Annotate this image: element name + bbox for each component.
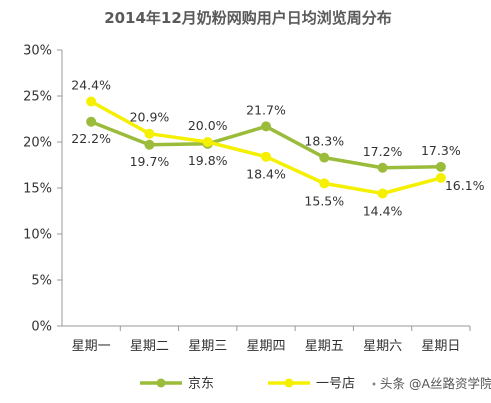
data-label: 17.3%	[421, 143, 461, 158]
series-layer: 22.2%19.7% 19.8%21.7%18.3%17.2% 17.3%24.4%…	[71, 78, 484, 219]
data-label: 14.4%	[363, 204, 403, 219]
legend-label: 京东	[188, 377, 214, 392]
y-tick-label: 25%	[23, 90, 52, 105]
data-point	[435, 172, 446, 183]
legend-marker	[284, 378, 294, 388]
y-tick-label: 30%	[23, 44, 52, 59]
y-tick-label: 20%	[23, 136, 52, 151]
x-tick-label: 星期一	[72, 339, 111, 354]
x-tick-label: 星期日	[421, 339, 460, 354]
watermark-text: 头条 @A丝路资学院	[380, 376, 491, 391]
data-point	[319, 178, 330, 189]
data-label: 19.7%	[130, 154, 170, 169]
axes: 0% 5% 10% 15% 20% 25% 30% 星期一 星期二 星期三 星期四 星期五 星期六 星期日	[23, 44, 471, 354]
data-label: 17.2%	[363, 144, 403, 159]
data-point	[435, 161, 446, 172]
watermark-icon	[372, 382, 376, 386]
chart-title: 2014年12月奶粉网购用户日均浏览周分布	[104, 9, 392, 27]
data-label: 24.4%	[71, 78, 111, 93]
legend-marker	[156, 378, 166, 388]
series-0: 22.2% 19.7% 19.8% 21.7% 18.3% 17.2% 17.3%	[71, 102, 461, 173]
data-point	[377, 188, 388, 199]
data-label: 16.1%	[445, 178, 485, 193]
data-point	[202, 137, 213, 147]
data-label: 20.0%	[188, 118, 228, 133]
data-label: 18.4%	[246, 167, 286, 182]
data-point	[319, 152, 330, 163]
legend-item-1: 一号店	[268, 377, 355, 392]
data-point	[261, 121, 271, 132]
data-label: 15.5%	[304, 193, 344, 208]
y-tick-label: 0%	[31, 320, 52, 335]
data-point	[144, 139, 155, 150]
data-label: 21.7%	[246, 102, 286, 117]
y-tick-label: 10%	[23, 228, 52, 243]
legend: 京东 一号店	[140, 377, 355, 392]
y-tick-label: 15%	[23, 182, 52, 197]
data-label: 19.8%	[188, 153, 228, 168]
x-tick-label: 星期二	[130, 339, 169, 354]
data-point	[86, 116, 97, 127]
x-tick-label: 星期六	[363, 339, 402, 354]
y-tick-label: 5%	[31, 274, 52, 289]
data-label: 20.9%	[130, 110, 170, 125]
data-point	[144, 128, 155, 139]
x-tick-label: 星期五	[305, 339, 344, 354]
data-point	[377, 162, 388, 173]
watermark: 头条 @A丝路资学院	[372, 376, 491, 391]
data-point	[86, 96, 97, 107]
legend-label: 一号店	[316, 377, 355, 392]
x-tick-label: 星期三	[188, 339, 227, 354]
data-point	[261, 151, 271, 162]
data-label: 18.3%	[304, 134, 344, 149]
data-label: 22.2%	[71, 131, 111, 146]
x-tick-label: 星期四	[246, 339, 285, 354]
series-1: 24.4% 20.9% 20.0% 18.4% 15.5% 14.4% 16.1%	[71, 78, 484, 219]
legend-item-0: 京东	[140, 377, 214, 392]
